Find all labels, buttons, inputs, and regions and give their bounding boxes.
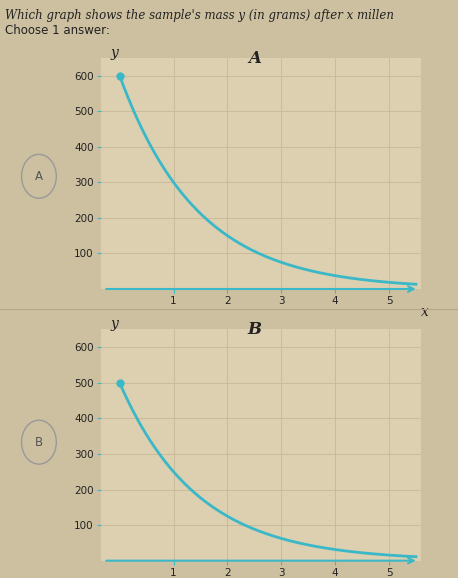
Text: y: y — [111, 317, 119, 331]
Text: Which graph shows the sample's mass y (in grams) after x millen: Which graph shows the sample's mass y (i… — [5, 9, 393, 21]
Text: Choose 1 answer:: Choose 1 answer: — [5, 24, 109, 37]
Text: B: B — [35, 436, 43, 449]
Text: A: A — [35, 170, 43, 183]
Text: A: A — [248, 50, 261, 66]
Text: y: y — [111, 46, 119, 60]
Text: x: x — [421, 577, 429, 578]
Text: B: B — [247, 321, 262, 338]
Text: x: x — [421, 305, 429, 319]
